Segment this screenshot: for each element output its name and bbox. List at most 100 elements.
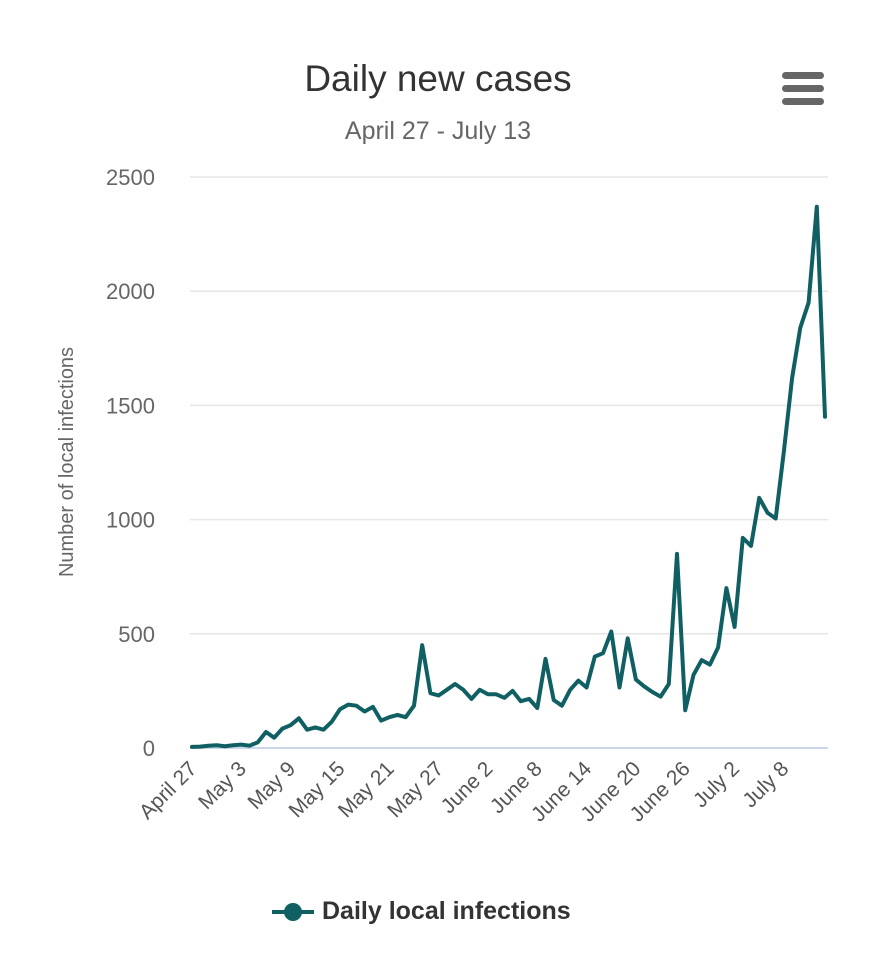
data-point[interactable] bbox=[607, 628, 615, 636]
data-point[interactable] bbox=[476, 686, 484, 694]
data-point[interactable] bbox=[731, 623, 739, 631]
data-point[interactable] bbox=[591, 653, 599, 661]
data-point[interactable] bbox=[681, 706, 689, 714]
data-point[interactable] bbox=[295, 714, 303, 722]
data-point[interactable] bbox=[213, 741, 221, 749]
data-point[interactable] bbox=[311, 723, 319, 731]
data-point[interactable] bbox=[796, 324, 804, 332]
data-point[interactable] bbox=[615, 683, 623, 691]
data-point[interactable] bbox=[344, 701, 352, 709]
data-point[interactable] bbox=[303, 726, 311, 734]
data-point[interactable] bbox=[492, 690, 500, 698]
data-point[interactable] bbox=[583, 683, 591, 691]
data-point[interactable] bbox=[632, 675, 640, 683]
data-point[interactable] bbox=[566, 686, 574, 694]
x-tick-label: May 27 bbox=[383, 757, 448, 822]
data-point[interactable] bbox=[443, 686, 451, 694]
data-point[interactable] bbox=[657, 693, 665, 701]
data-point[interactable] bbox=[780, 447, 788, 455]
data-point[interactable] bbox=[558, 702, 566, 710]
data-point[interactable] bbox=[459, 686, 467, 694]
data-point[interactable] bbox=[204, 742, 212, 750]
data-point[interactable] bbox=[739, 534, 747, 542]
gridlines bbox=[190, 176, 828, 749]
data-point[interactable] bbox=[394, 711, 402, 719]
x-tick-label: July 2 bbox=[689, 757, 744, 812]
y-tick-label: 500 bbox=[118, 622, 155, 647]
data-point[interactable] bbox=[706, 661, 714, 669]
data-point[interactable] bbox=[788, 374, 796, 382]
y-tick-label: 2500 bbox=[106, 165, 155, 190]
data-point[interactable] bbox=[821, 413, 829, 421]
data-point[interactable] bbox=[763, 509, 771, 517]
data-point[interactable] bbox=[270, 734, 278, 742]
data-point[interactable] bbox=[525, 695, 533, 703]
data-point[interactable] bbox=[599, 649, 607, 657]
data-point[interactable] bbox=[435, 691, 443, 699]
data-point[interactable] bbox=[361, 707, 369, 715]
x-tick-label: April 27 bbox=[135, 757, 202, 824]
data-point[interactable] bbox=[188, 743, 196, 751]
data-point[interactable] bbox=[402, 713, 410, 721]
data-point[interactable] bbox=[624, 634, 632, 642]
data-point[interactable] bbox=[196, 743, 204, 751]
data-point[interactable] bbox=[221, 742, 229, 750]
x-tick-label: June 2 bbox=[437, 757, 498, 818]
x-tick-label: May 3 bbox=[194, 757, 251, 814]
legend-line-marker-icon bbox=[272, 898, 314, 926]
legend-label: Daily local infections bbox=[322, 897, 571, 925]
data-point[interactable] bbox=[665, 680, 673, 688]
data-point[interactable] bbox=[698, 656, 706, 664]
legend-item-daily-local-infections[interactable]: Daily local infections bbox=[272, 897, 571, 926]
data-point[interactable] bbox=[509, 687, 517, 695]
data-point[interactable] bbox=[385, 713, 393, 721]
data-point[interactable] bbox=[262, 728, 270, 736]
data-point[interactable] bbox=[336, 705, 344, 713]
chart-subtitle: April 27 - July 13 bbox=[344, 117, 532, 145]
data-point[interactable] bbox=[648, 688, 656, 696]
data-point[interactable] bbox=[714, 644, 722, 652]
data-point[interactable] bbox=[468, 695, 476, 703]
data-point[interactable] bbox=[517, 697, 525, 705]
data-point[interactable] bbox=[352, 702, 360, 710]
data-point[interactable] bbox=[246, 742, 254, 750]
data-point[interactable] bbox=[500, 694, 508, 702]
data-point[interactable] bbox=[805, 299, 813, 307]
data-point[interactable] bbox=[254, 738, 262, 746]
data-point[interactable] bbox=[229, 741, 237, 749]
data-point[interactable] bbox=[287, 721, 295, 729]
data-point[interactable] bbox=[574, 677, 582, 685]
y-axis-ticks: 0 500 1000 1500 2000 2500 bbox=[106, 165, 155, 761]
data-point[interactable] bbox=[722, 584, 730, 592]
data-point[interactable] bbox=[426, 689, 434, 697]
y-tick-label: 2000 bbox=[106, 279, 155, 304]
data-point[interactable] bbox=[813, 203, 821, 211]
data-point[interactable] bbox=[418, 641, 426, 649]
data-point[interactable] bbox=[369, 703, 377, 711]
y-tick-label: 0 bbox=[143, 736, 155, 761]
data-point[interactable] bbox=[755, 494, 763, 502]
data-point[interactable] bbox=[533, 704, 541, 712]
data-point[interactable] bbox=[772, 514, 780, 522]
data-point[interactable] bbox=[550, 696, 558, 704]
data-point[interactable] bbox=[377, 717, 385, 725]
series-line[interactable] bbox=[190, 204, 827, 749]
data-point[interactable] bbox=[747, 542, 755, 550]
data-point[interactable] bbox=[673, 550, 681, 558]
hamburger-menu-icon[interactable] bbox=[782, 72, 826, 106]
data-point[interactable] bbox=[541, 655, 549, 663]
data-point[interactable] bbox=[451, 680, 459, 688]
data-point[interactable] bbox=[410, 702, 418, 710]
data-point[interactable] bbox=[640, 682, 648, 690]
series-daily-local-infections bbox=[188, 203, 829, 751]
y-tick-label: 1500 bbox=[106, 393, 155, 418]
data-point[interactable] bbox=[278, 725, 286, 733]
data-point[interactable] bbox=[484, 690, 492, 698]
data-point[interactable] bbox=[237, 741, 245, 749]
data-point[interactable] bbox=[689, 671, 697, 679]
data-point[interactable] bbox=[328, 718, 336, 726]
y-axis-label: Number of local infections bbox=[56, 347, 78, 577]
data-point[interactable] bbox=[320, 726, 328, 734]
